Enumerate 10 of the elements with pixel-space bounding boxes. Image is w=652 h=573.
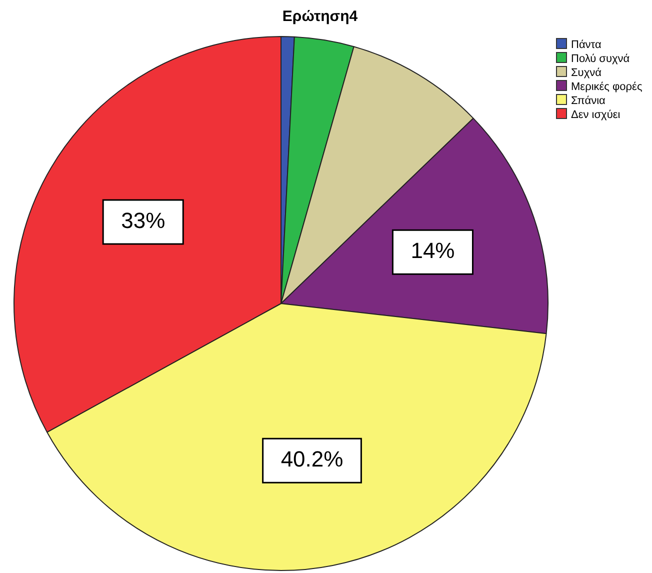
data-label: 40.2%: [280, 446, 344, 472]
legend-label: Συχνά: [570, 66, 602, 80]
legend-label: Δεν ισχύει: [570, 108, 622, 122]
data-label: 33%: [121, 208, 166, 234]
chart-title: Ερώτηση4: [281, 8, 359, 25]
data-label: 14%: [410, 238, 455, 264]
legend-label: Πολύ συχνά: [570, 52, 631, 66]
legend-label: Πάντα: [570, 38, 602, 52]
legend-label: Σπάνια: [570, 94, 606, 108]
legend-label: Μερικές φορές: [570, 80, 642, 94]
